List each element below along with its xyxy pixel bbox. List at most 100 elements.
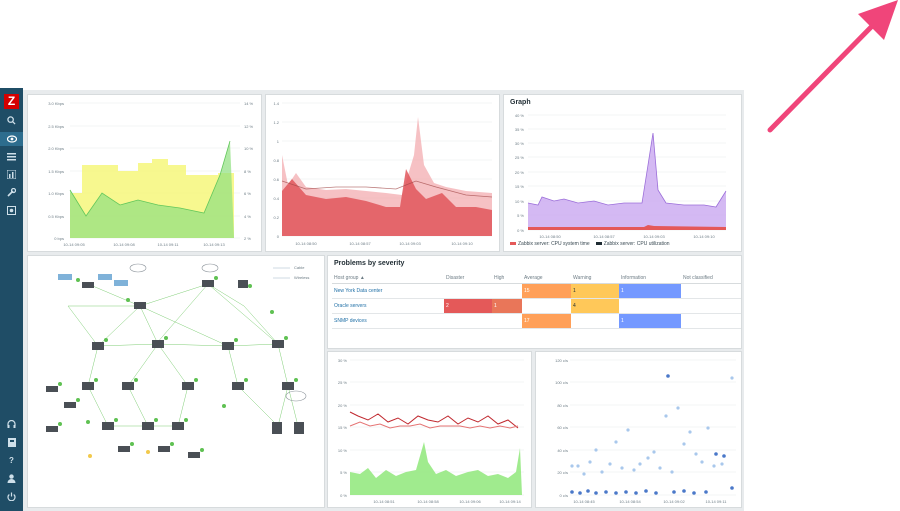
column-warning: Warning: [571, 272, 619, 284]
host-group-link[interactable]: New York Data center: [332, 283, 444, 299]
x-tick: 10-14 09:06: [459, 499, 481, 504]
power-icon[interactable]: [5, 490, 18, 503]
y-tick: 25 %: [338, 380, 348, 385]
y-right-tick: 8 %: [244, 169, 251, 174]
scatter-chart-widget: 120 c/s 100 c/s 80 c/s 60 c/s 40 c/s 20 …: [535, 351, 742, 508]
not-classified-cell: [681, 298, 741, 314]
x-tick: 10-14 08:50: [539, 234, 561, 239]
widget-title: Problems by severity: [334, 260, 405, 267]
x-tick: 10-14 09:11: [157, 242, 179, 247]
problems-table: Host group ▲ Disaster High Average Warni…: [332, 272, 741, 329]
y-left-tick: 2.0 Kbps: [48, 146, 64, 151]
column-information: Information: [619, 272, 681, 284]
legend-item: Zabbix server: CPU system time: [510, 241, 590, 247]
y-tick: 120 c/s: [555, 358, 568, 363]
admin-icon[interactable]: [5, 204, 18, 217]
sidebar: Z ?: [0, 88, 23, 511]
network-map-widget: Cable Wireless: [27, 255, 325, 508]
average-cell: [522, 298, 571, 314]
share-icon[interactable]: [5, 436, 18, 449]
average-cell[interactable]: 17: [522, 313, 571, 329]
y-tick: 15 %: [338, 425, 348, 430]
y-tick: 60 c/s: [557, 425, 568, 430]
y-tick: 20 %: [515, 170, 525, 175]
y-tick: 0 %: [340, 493, 347, 498]
x-tick: 10-14 09:10: [693, 234, 715, 239]
y-tick: 5 %: [517, 213, 524, 218]
legend-item: Zabbix server: CPU utilization: [595, 241, 670, 247]
y-tick: 20 c/s: [557, 470, 568, 475]
x-tick: 10-14 08:45: [573, 499, 595, 504]
legend-label: Zabbix server: CPU system time: [518, 241, 590, 247]
network-traffic-widget: 3.0 Kbps 2.5 Kbps 2.0 Kbps 1.5 Kbps 1.0 …: [27, 94, 262, 252]
column-host-group[interactable]: Host group ▲: [332, 272, 444, 284]
y-tick: 1: [277, 139, 280, 144]
table-row: SNMP devices 17 1: [332, 313, 741, 329]
host-group-link[interactable]: Oracle servers: [332, 298, 444, 314]
y-tick: 0 %: [517, 228, 524, 233]
chart-icon[interactable]: [5, 168, 18, 181]
y-tick: 40 %: [515, 113, 525, 118]
warning-cell[interactable]: 4: [571, 298, 619, 314]
x-tick: 10-14 08:51: [373, 499, 395, 504]
pointer-arrow: [767, 0, 898, 133]
eye-icon[interactable]: [0, 132, 23, 146]
y-left-tick: 2.5 Kbps: [48, 124, 64, 129]
warning-cell: [571, 313, 619, 329]
x-tick: 10-14 09:02: [663, 499, 685, 504]
y-left-tick: 3.0 Kbps: [48, 101, 64, 106]
disaster-cell: [444, 283, 492, 299]
x-tick: 10-14 09:08: [113, 242, 135, 247]
line-chart-widget: 30 % 25 % 20 % 15 % 10 % 5 % 0 % 10-14 0…: [327, 351, 532, 508]
x-tick: 10-14 08:57: [349, 241, 371, 246]
widget-title: Graph: [510, 99, 531, 106]
x-tick: 10-14 09:05: [63, 242, 85, 247]
y-tick: 0.4: [273, 196, 279, 201]
y-tick: 80 c/s: [557, 403, 568, 408]
search-icon[interactable]: [5, 114, 18, 127]
zabbix-logo[interactable]: Z: [4, 94, 19, 109]
x-tick: 10-14 09:10: [451, 241, 473, 246]
y-tick: 30 %: [338, 358, 348, 363]
column-average: Average: [522, 272, 571, 284]
x-tick: 10-14 08:54: [619, 499, 641, 504]
x-tick: 10-14 09:11: [705, 499, 727, 504]
table-header-row: Host group ▲ Disaster High Average Warni…: [332, 272, 741, 284]
y-tick: 0.2: [273, 215, 279, 220]
disaster-cell: [444, 313, 492, 329]
y-tick: 40 c/s: [557, 448, 568, 453]
y-tick: 100 c/s: [555, 380, 568, 385]
information-cell[interactable]: 1: [619, 313, 681, 329]
high-cell[interactable]: 1: [492, 298, 522, 314]
high-cell: [492, 283, 522, 299]
graph-legend: Zabbix server: CPU system time Zabbix se…: [510, 241, 670, 247]
user-icon[interactable]: [5, 472, 18, 485]
problems-by-severity-widget: Problems by severity Host group ▲ Disast…: [327, 255, 742, 349]
wrench-icon[interactable]: [5, 186, 18, 199]
support-icon[interactable]: [5, 418, 18, 431]
help-icon[interactable]: ?: [9, 456, 14, 465]
y-right-tick: 10 %: [244, 146, 254, 151]
column-disaster: Disaster: [444, 272, 492, 284]
y-tick: 5 %: [340, 470, 347, 475]
x-tick: 10-14 08:57: [593, 234, 615, 239]
warning-cell[interactable]: 1: [571, 283, 619, 299]
y-tick: 10 %: [515, 199, 525, 204]
y-tick: 10 %: [338, 448, 348, 453]
table-row: New York Data center 15 1 1: [332, 283, 741, 299]
area-chart-widget: 1.4 1.2 1 0.8 0.6 0.4 0.2 0 10-14 08:50 …: [265, 94, 500, 252]
legend-label: Zabbix server: CPU utilization: [603, 241, 670, 247]
x-tick: 10-14 08:58: [417, 499, 439, 504]
y-left-tick: 0.5 Kbps: [48, 214, 64, 219]
column-not-classified: Not classified: [681, 272, 741, 284]
disaster-cell[interactable]: 2: [444, 298, 492, 314]
average-cell[interactable]: 15: [522, 283, 571, 299]
information-cell[interactable]: 1: [619, 283, 681, 299]
y-tick: 1.4: [273, 101, 279, 106]
host-group-link[interactable]: SNMP devices: [332, 313, 444, 329]
list-icon[interactable]: [5, 150, 18, 163]
y-tick: 0 c/s: [560, 493, 568, 498]
y-tick: 0.6: [273, 177, 279, 182]
y-left-tick: 0 bps: [54, 236, 64, 241]
table-row: Oracle servers 2 1 4: [332, 298, 741, 314]
